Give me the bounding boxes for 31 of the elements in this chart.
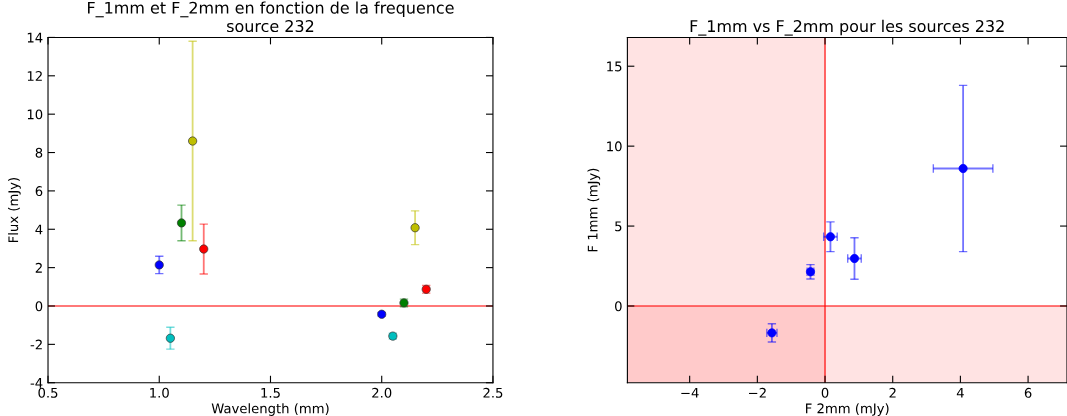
chart-title: F_1mm et F_2mm en fonction de la frequence source 232 — [88, 1, 454, 33]
x-tick-label: 2 — [889, 387, 896, 398]
x-tick-label: 1.5 — [261, 387, 280, 398]
y-tick-label: 10 — [27, 109, 43, 120]
y-tick-label: 0 — [35, 301, 43, 312]
y-tick-label: -4 — [30, 378, 43, 388]
y-tick-label: 2 — [35, 262, 42, 273]
x-tick-label: 1.0 — [150, 387, 169, 398]
x-axis-title: Wavelength (mm) — [211, 403, 329, 416]
y-tick-label: 0 — [615, 301, 622, 312]
y-tick-label: 14 — [27, 32, 43, 43]
chart-title: F_1mm vs F_2mm pour les sources 232 — [690, 19, 1004, 36]
y-tick-label: 6 — [35, 186, 43, 197]
x-tick-label: 6 — [1024, 387, 1032, 398]
y-tick-label: 4 — [35, 224, 43, 235]
x-tick-label: −2 — [749, 387, 766, 398]
x-tick-label: 4 — [956, 387, 964, 398]
x-tick-label: 0.5 — [38, 387, 58, 398]
y-tick-label: 8 — [35, 147, 43, 158]
y-tick-label: 15 — [607, 61, 622, 72]
y-axis-title: F 1mm (mJy) — [587, 168, 601, 252]
x-tick-label: 2.0 — [372, 387, 392, 398]
x-tick-label: −4 — [681, 387, 699, 398]
y-tick-label: 5 — [615, 221, 622, 232]
x-axis-title: F 2mm (mJy) — [806, 403, 889, 416]
y-tick-label: 12 — [27, 71, 42, 81]
x-tick-label: 0 — [821, 387, 829, 398]
y-tick-label: 10 — [607, 141, 622, 152]
y-axis-title: Flux (mJy) — [8, 177, 21, 243]
y-tick-label: -2 — [30, 339, 42, 350]
x-tick-label: 2.5 — [483, 387, 503, 398]
